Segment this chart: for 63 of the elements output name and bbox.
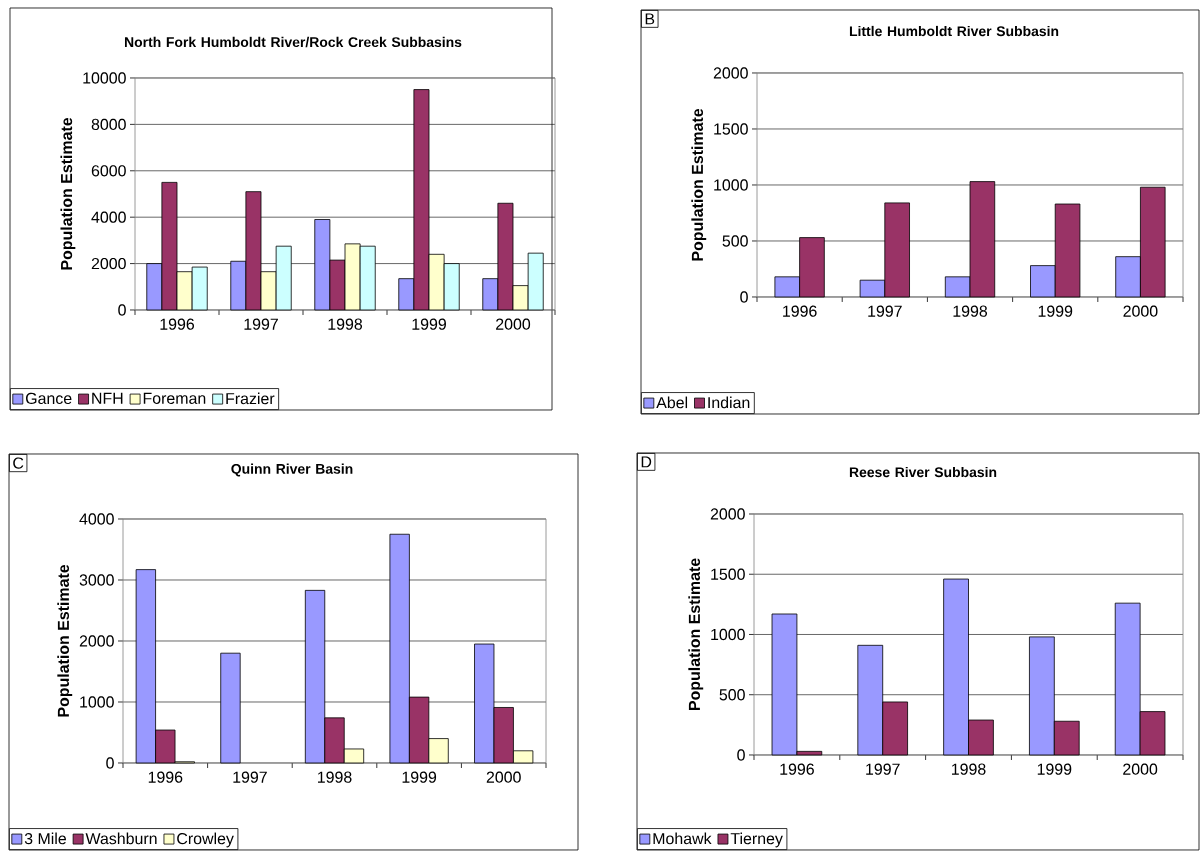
chart-title: North Fork Humboldt River/Rock Creek Subbasins [124,36,462,48]
y-tick-label: 1500 [714,123,748,135]
y-axis-title: Population Estimate [691,108,707,261]
y-tick-label: 0 [106,757,114,769]
legend-label: Abel [656,396,688,409]
y-tick-label: 10000 [83,72,126,84]
x-tick-label: 1998 [328,318,363,330]
y-tick-label: 0 [737,749,745,761]
legend-label: Tierney [730,832,783,848]
x-tick-label: 1997 [244,318,278,330]
x-tick-label: 1997 [868,305,902,317]
text: D [641,456,652,468]
chart-title: Quinn River Basin [231,463,353,477]
x-tick-label: 1997 [866,763,900,775]
legend-label: 3 Mile [24,832,66,845]
y-tick-label: 4000 [91,211,126,223]
legend-label: Gance [26,392,72,405]
y-tick-label: 3000 [79,574,114,586]
y-tick-label: 1000 [714,179,748,191]
y-tick-label: 2000 [710,508,745,520]
x-tick-label: 1998 [318,771,352,783]
legend-label: NFH [92,392,123,404]
legend-label: Indian [708,396,750,409]
x-tick-label: 1999 [1038,305,1073,317]
x-tick-label: 1999 [402,771,437,783]
y-tick-label: 500 [722,235,748,247]
legend-label: Crowley [177,832,234,848]
y-tick-label: 2000 [79,635,114,647]
y-tick-label: 2000 [713,67,748,79]
text: B [645,13,655,25]
x-tick-label: 1997 [233,771,267,783]
x-tick-label: 2000 [1123,763,1158,775]
x-tick-label: 1996 [148,771,183,783]
y-axis-title: Population Estimate [688,558,704,711]
x-tick-label: 1998 [952,763,986,775]
x-tick-label: 2000 [1123,305,1158,317]
chart-title: Little Humboldt River Subbasin [849,25,1059,37]
y-tick-label: 1000 [711,628,745,641]
y-tick-label: 8000 [91,118,126,131]
x-tick-label: 2000 [496,318,531,330]
y-tick-label: 500 [719,689,745,701]
x-tick-label: 2000 [486,771,521,783]
y-tick-label: 1500 [711,568,745,580]
y-tick-label: 4000 [79,513,114,525]
x-tick-label: 1996 [780,763,814,775]
legend-label: Mohawk [653,832,712,845]
y-tick-label: 0 [740,291,748,303]
x-tick-label: 1999 [412,318,446,330]
legend-label: Frazier [226,392,275,405]
y-tick-label: 2000 [91,257,126,270]
x-tick-label: 1999 [1037,763,1072,775]
y-tick-label: 1000 [80,696,114,708]
chart-title: Reese River Subbasin [849,466,997,478]
x-tick-label: 1996 [160,318,195,330]
legend-label: Washburn [85,832,157,845]
x-tick-label: 1996 [783,305,817,317]
legend-label: Foreman [143,392,206,404]
y-axis-title: Population Estimate [60,117,76,270]
text: C [13,457,24,469]
y-tick-label: 6000 [91,165,126,177]
y-axis-title: Population Estimate [57,564,73,717]
x-tick-label: 1998 [953,305,988,317]
y-tick-label: 0 [118,304,126,316]
